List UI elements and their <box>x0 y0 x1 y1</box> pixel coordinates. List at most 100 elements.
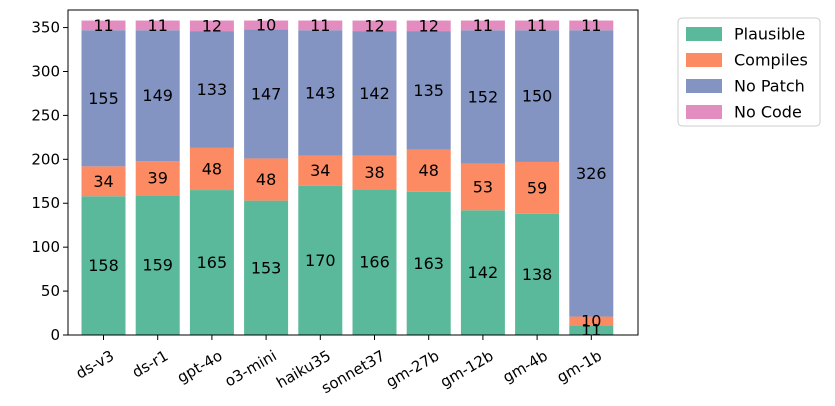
bar-value-label: 326 <box>576 164 607 183</box>
bar-segment <box>244 200 289 335</box>
plot-frame <box>67 9 639 336</box>
bar-value-label: 150 <box>522 87 553 106</box>
bar-segment <box>135 161 180 196</box>
bar-segment <box>81 196 126 335</box>
bar-value-label: 11 <box>310 16 330 35</box>
bar-segment <box>189 190 234 335</box>
bar-value-label: 142 <box>468 263 499 282</box>
x-tick-label: gm-1b <box>554 347 605 387</box>
bar-segment <box>189 20 234 32</box>
bar-segment <box>352 155 397 190</box>
bar-value-label: 159 <box>142 256 173 275</box>
bar-segment <box>244 158 289 201</box>
bar-value-label: 53 <box>473 177 493 196</box>
x-tick-label: gpt-4o <box>174 347 225 387</box>
bar-value-label: 12 <box>419 16 439 35</box>
bar-segment <box>352 31 397 156</box>
legend-swatch <box>686 27 722 41</box>
bar-segment <box>81 166 126 197</box>
bar-value-label: 158 <box>88 256 119 275</box>
x-tick-label: ds-r1 <box>129 347 171 382</box>
legend-label: Plausible <box>734 25 805 44</box>
bar-value-label: 38 <box>364 163 384 182</box>
y-tick-label: 50 <box>41 282 60 300</box>
y-tick-label: 150 <box>31 194 60 212</box>
bar-value-label: 11 <box>581 16 601 35</box>
bar-value-label: 48 <box>256 170 276 189</box>
bar-segment <box>298 155 343 186</box>
bar-value-label: 48 <box>202 159 222 178</box>
bar-value-label: 142 <box>359 84 390 103</box>
bar-segment <box>406 20 451 32</box>
bar-value-label: 48 <box>419 161 439 180</box>
bar-segment <box>406 31 451 150</box>
bar-value-label: 165 <box>197 253 228 272</box>
bar-segment <box>515 213 560 335</box>
bar-segment <box>244 20 289 30</box>
x-tick-label: gm-27b <box>383 347 442 392</box>
bar-segment <box>298 185 343 335</box>
bar-segment <box>515 20 560 31</box>
bar-segment <box>135 30 180 162</box>
bar-segment <box>189 147 234 191</box>
legend-box <box>677 17 821 127</box>
bar-value-label: 12 <box>202 16 222 35</box>
bar-value-label: 163 <box>413 254 444 273</box>
legend-swatch <box>686 105 722 119</box>
legend-label: No Code <box>734 103 802 122</box>
bar-value-label: 155 <box>88 89 119 108</box>
bar-value-label: 170 <box>305 251 336 270</box>
bar-value-label: 138 <box>522 265 553 284</box>
bar-segment <box>406 149 451 192</box>
y-tick-label: 0 <box>50 326 60 344</box>
bar-segment <box>569 325 614 335</box>
y-tick-label: 250 <box>31 106 60 124</box>
legend-label: Compiles <box>734 51 808 70</box>
bar-value-label: 11 <box>527 16 547 35</box>
bar-value-label: 59 <box>527 178 547 197</box>
bar-value-label: 34 <box>310 161 330 180</box>
bar-value-label: 11 <box>473 16 493 35</box>
bar-value-label: 153 <box>251 258 282 277</box>
x-tick-label: ds-v3 <box>73 347 117 383</box>
bar-value-label: 11 <box>148 16 168 35</box>
legend-swatch <box>686 79 722 93</box>
bar-segment <box>244 29 289 159</box>
bar-value-label: 10 <box>256 15 276 34</box>
bar-segment <box>352 189 397 335</box>
bar-labels-group: 158 34 155 11 159 39 149 11 165 48 133 12 153 48 147 10… <box>88 15 606 339</box>
bar-value-label: 12 <box>364 16 384 35</box>
x-tick-label: gm-12b <box>437 347 496 392</box>
bar-segment <box>81 20 126 31</box>
bar-segment <box>352 20 397 32</box>
bar-segment <box>135 195 180 335</box>
bar-value-label: 34 <box>93 172 113 191</box>
y-tick-label: 100 <box>31 238 60 256</box>
bar-segment <box>460 20 505 31</box>
y-tick-label: 300 <box>31 62 60 80</box>
bar-segment <box>135 20 180 31</box>
bar-value-label: 143 <box>305 84 336 103</box>
bar-segment <box>298 20 343 31</box>
bar-value-label: 147 <box>251 84 282 103</box>
bar-segment <box>460 30 505 164</box>
y-tick-label: 200 <box>31 150 60 168</box>
legend-swatch <box>686 53 722 67</box>
bar-segment <box>81 30 126 167</box>
bar-segment <box>569 30 614 317</box>
y-tick-label: 350 <box>31 19 60 37</box>
bar-segment <box>460 210 505 335</box>
bar-value-label: 10 <box>581 311 601 330</box>
bar-segment <box>515 30 560 162</box>
bar-value-label: 133 <box>197 80 228 99</box>
bar-segment <box>298 30 343 156</box>
bar-value-label: 166 <box>359 253 390 272</box>
bar-value-label: 149 <box>142 86 173 105</box>
bar-value-label: 11 <box>93 16 113 35</box>
bars-group <box>81 20 614 335</box>
bar-segment <box>189 31 234 148</box>
legend: Plausible Compiles No Patch No Code <box>677 17 821 127</box>
bar-segment <box>569 20 614 31</box>
bar-value-label: 135 <box>413 81 444 100</box>
